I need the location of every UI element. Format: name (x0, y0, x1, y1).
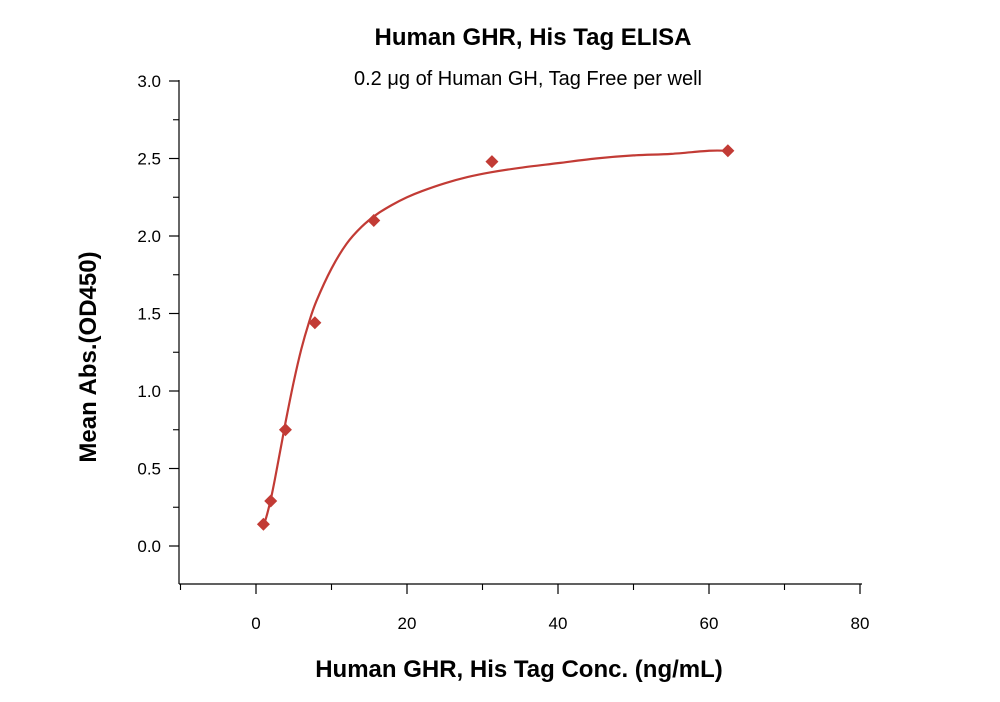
chart-subtitle: 0.2 μg of Human GH, Tag Free per well (354, 68, 702, 90)
y-tick-label: 1.5 (137, 305, 161, 324)
x-tick-label: 80 (851, 614, 870, 633)
data-point (264, 494, 278, 508)
data-point (721, 144, 735, 158)
curve-layer (264, 149, 728, 522)
y-axis-label: Mean Abs.(OD450) (75, 251, 102, 462)
x-axis-label: Human GHR, His Tag Conc. (ng/mL) (315, 656, 723, 683)
data-point (308, 316, 322, 330)
fit-curve (264, 149, 728, 522)
axes-layer (178, 80, 862, 585)
data-point (485, 155, 499, 169)
x-tick-label: 60 (700, 614, 719, 633)
chart-title: Human GHR, His Tag ELISA (375, 24, 692, 51)
y-tick-label: 2.5 (137, 150, 161, 169)
y-tick-label: 0.0 (137, 537, 161, 556)
data-point (367, 214, 381, 227)
ticks-layer: 0 20 40 60 80 0.0 0.5 1.0 1.5 2.0 2.5 3.0 (137, 72, 869, 633)
y-tick-label: 1.0 (137, 382, 161, 401)
y-tick-label: 2.0 (137, 227, 161, 246)
data-point (256, 517, 270, 531)
data-point (278, 423, 292, 437)
points-layer (256, 144, 735, 531)
x-tick-label: 0 (251, 614, 260, 633)
y-tick-label: 3.0 (137, 72, 161, 91)
x-tick-label: 40 (549, 614, 568, 633)
x-tick-label: 20 (398, 614, 417, 633)
y-tick-label: 0.5 (137, 460, 161, 479)
